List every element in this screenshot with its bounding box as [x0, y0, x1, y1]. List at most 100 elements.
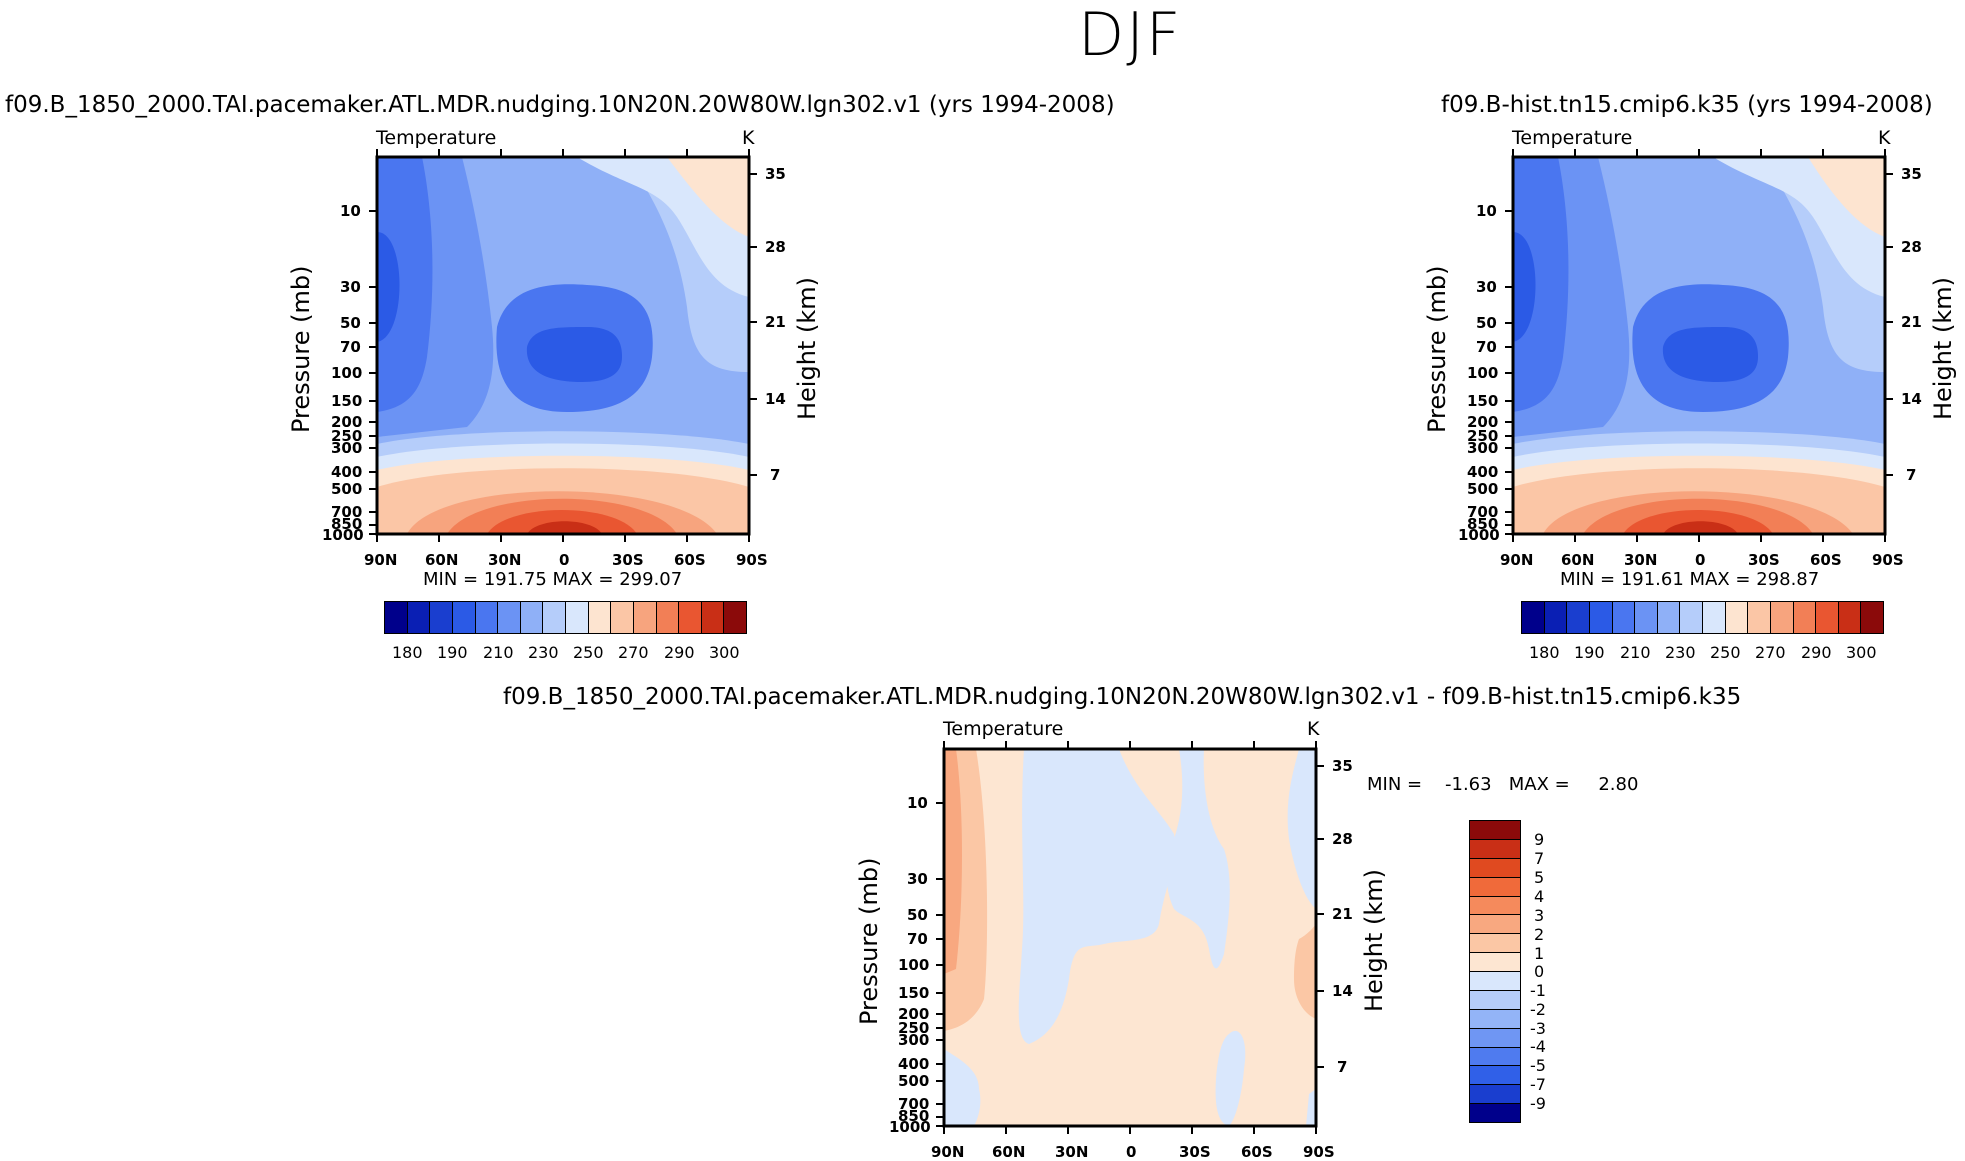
colorbar-swatch [1635, 602, 1658, 633]
panel2-cbar-label: 180 [1529, 643, 1560, 662]
colorbar-swatch [407, 602, 431, 633]
panel1-ytick-right: 21 [765, 313, 786, 331]
panel3-region-east-cool [1166, 749, 1230, 969]
panel1-xtick: 30N [488, 551, 522, 569]
panel3-ytick-right: 21 [1332, 905, 1353, 923]
panel3-xtick: 60S [1241, 1143, 1273, 1161]
panel3-subtitle-left: Temperature [943, 718, 1064, 740]
panel1-xtick: 90S [736, 551, 768, 569]
colorbar-swatch [385, 602, 408, 633]
panel2-ytick: 50 [1476, 314, 1497, 332]
panel3-xtick: 90N [931, 1143, 965, 1161]
panel3-colorbar [1469, 820, 1521, 1123]
colorbar-swatch [1793, 602, 1817, 633]
panel3-region-far-east-cool [1287, 749, 1316, 909]
colorbar-swatch [1544, 602, 1568, 633]
panel2-ytick: 250 [1467, 427, 1499, 445]
panel3-ytick: 30 [907, 870, 928, 888]
colorbar-swatch [1522, 602, 1545, 633]
panel1-colorbar [384, 601, 747, 634]
panel2-ylabel-right: Height (km) [1929, 277, 1957, 420]
panel1-ylabel-right: Height (km) [793, 277, 821, 420]
panel3-ytick-right: 28 [1332, 830, 1353, 848]
panel2-ytick: 1000 [1458, 526, 1500, 544]
colorbar-swatch [1770, 602, 1794, 633]
panel3-ytick: 850 [898, 1107, 930, 1125]
panel2-cbar-label: 300 [1846, 643, 1877, 662]
panel3-ytick: 150 [898, 984, 930, 1002]
colorbar-swatch [679, 602, 702, 633]
panel1-ylabel: Pressure (mb) [287, 265, 315, 433]
panel1-ytick: 100 [331, 364, 363, 382]
panel3-xtick: 30N [1055, 1143, 1089, 1161]
panel3-cbar-label: -7 [1530, 1075, 1546, 1094]
panel3-ytick: 500 [898, 1072, 930, 1090]
panel2-ytick-right: 35 [1901, 165, 1922, 183]
panel3-region-sw-cool [944, 1049, 981, 1126]
panel3-cbar-label: 7 [1534, 849, 1545, 868]
panel1-ytick: 400 [331, 463, 363, 481]
panel3-plot [936, 741, 1324, 1134]
colorbar-swatch [1748, 602, 1771, 633]
colorbar-swatch [1612, 602, 1636, 633]
colorbar-swatch [1470, 858, 1520, 878]
colorbar-swatch [1725, 602, 1749, 633]
panel3-region-west-warmer [944, 749, 962, 974]
panel1-cbar-label: 190 [437, 643, 468, 662]
panel2-ytick: 400 [1467, 463, 1499, 481]
panel3-xtick: 0 [1126, 1143, 1137, 1161]
panel1-subtitle-left: Temperature [376, 127, 497, 149]
colorbar-swatch [1861, 602, 1883, 633]
panel3-cbar-label: 9 [1534, 830, 1545, 849]
panel3-ytick: 200 [898, 1005, 930, 1023]
panel1-cbar-label: 250 [573, 643, 604, 662]
panel3-cbar-label: -4 [1530, 1037, 1546, 1056]
panel2-region-west-core [1513, 232, 1536, 342]
colorbar-swatch [1470, 839, 1520, 859]
panel2-plot [1505, 149, 1893, 542]
panel3-region-se-cool [1215, 1030, 1246, 1126]
panel1-ytick: 70 [340, 338, 361, 356]
colorbar-swatch [1470, 1028, 1520, 1048]
colorbar-swatch [588, 602, 612, 633]
panel2-band-8 [1663, 521, 1738, 534]
panel2-ytick-right: 7 [1906, 466, 1917, 484]
panel2-cbar-label: 190 [1574, 643, 1605, 662]
panel2-xtick: 90N [1500, 551, 1534, 569]
panel3-ytick: 400 [898, 1055, 930, 1073]
panel3-title: f09.B_1850_2000.TAI.pacemaker.ATL.MDR.nu… [503, 684, 1742, 710]
panel1-title: f09.B_1850_2000.TAI.pacemaker.ATL.MDR.nu… [5, 92, 1115, 118]
panel3-ylabel: Pressure (mb) [855, 857, 883, 1025]
panel1-ytick: 150 [331, 392, 363, 410]
panel3-xtick: 30S [1179, 1143, 1211, 1161]
panel3-ytick: 1000 [889, 1118, 931, 1136]
panel2-ytick: 500 [1467, 480, 1499, 498]
panel3-cbar-label: -2 [1530, 1000, 1546, 1019]
panel1-cbar-label: 230 [528, 643, 559, 662]
colorbar-swatch [475, 602, 499, 633]
panel1-plot [369, 149, 757, 542]
panel3-ylabel-right: Height (km) [1360, 869, 1388, 1012]
panel3-ytick: 300 [898, 1031, 930, 1049]
panel3-subtitle-right: K [1307, 718, 1320, 740]
panel2-xtick: 0 [1695, 551, 1706, 569]
panel3-cbar-label: 4 [1534, 887, 1545, 906]
panel2-ytick: 700 [1467, 503, 1499, 521]
colorbar-swatch [1470, 990, 1520, 1010]
panel3-ytick: 700 [898, 1095, 930, 1113]
panel1-ytick-right: 28 [765, 238, 786, 256]
panel1-ticks [369, 149, 757, 542]
panel1-ytick: 50 [340, 314, 361, 332]
colorbar-swatch [1589, 602, 1613, 633]
panel2-ytick-right: 14 [1901, 390, 1922, 408]
panel1-region-west-core [377, 232, 400, 342]
panel1-minmax: MIN = 191.75 MAX = 299.07 [423, 569, 683, 590]
panel1-region-center-core [526, 327, 622, 382]
panel2-cbar-label: 210 [1620, 643, 1651, 662]
panel2-ytick: 10 [1476, 202, 1497, 220]
colorbar-swatch [1470, 915, 1520, 935]
panel2-ytick: 200 [1467, 413, 1499, 431]
panel1-ytick: 250 [331, 427, 363, 445]
panel3-cbar-label: -9 [1530, 1094, 1546, 1113]
panel1-region-west-colder [377, 157, 433, 412]
